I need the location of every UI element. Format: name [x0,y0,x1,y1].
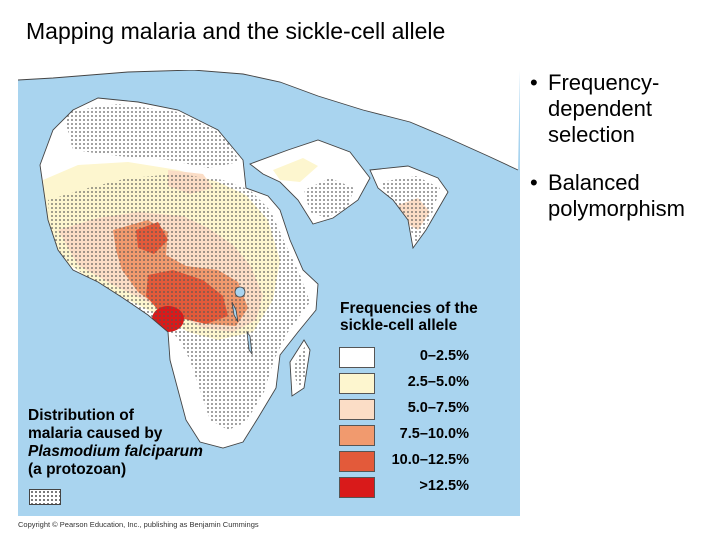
india-coastline [369,165,449,250]
malaria-africa-region [48,174,310,430]
malaria-stipple [48,104,440,430]
bullet-dot-icon: • [530,70,538,95]
lakes [231,286,253,356]
legend-title: Frequencies of the sickle-cell allele [340,300,515,334]
bullet-item-frequency-dependent: • Frequency- dependent selection [528,70,718,148]
malaria-key-line4: (a protozoan) [28,461,127,478]
madagascar-coastline [289,339,311,397]
legend-swatch [339,477,375,498]
europe-land [18,70,520,170]
bullet-line: Frequency- [548,70,660,95]
bullet-dot-icon: • [530,170,538,195]
malaria-sickle-cell-map: Frequencies of the sickle-cell allele 0–… [18,70,520,516]
bullet-list: • Frequency- dependent selection • Balan… [528,70,718,244]
legend-range-label: 2.5–5.0% [407,374,469,390]
legend-swatch [339,347,375,368]
copyright-notice: Copyright © Pearson Education, Inc., pub… [18,520,259,529]
bullet-line: dependent [548,96,652,121]
africa-coastline [39,97,319,449]
malaria-key-line1: Distribution of [28,407,134,424]
legend-range-label: >12.5% [419,478,469,494]
lake-victoria [234,286,246,298]
malaria-key-line3: Plasmodium falciparum [28,443,203,460]
malaria-india-region [380,176,440,242]
malaria-stipple-swatch [29,489,61,505]
legend-title-line1: Frequencies of the [340,300,478,317]
europe-coastline [18,70,519,171]
legend-range-label: 5.0–7.5% [407,400,469,416]
malaria-key-line2: malaria caused by [28,425,163,442]
malaria-key-label: Distribution of malaria caused by Plasmo… [28,407,238,479]
map-graphic [18,70,520,449]
legend-swatch [339,373,375,394]
bullet-line: selection [548,122,635,147]
slide-title: Mapping malaria and the sickle-cell alle… [26,18,446,44]
lake-malawi [246,330,253,356]
coastlines [18,70,519,449]
arabia-coastline [249,139,371,225]
lake-tanganyika [231,301,239,323]
legend-swatch [339,425,375,446]
bullet-line: Balanced [548,170,640,195]
zone-2-5-to-5-arabia [273,158,318,182]
malaria-madagascar-region [293,346,308,390]
bullet-line: polymorphism [548,196,685,221]
bullet-item-balanced-polymorphism: • Balanced polymorphism [528,170,718,222]
legend-range-label: 10.0–12.5% [391,452,469,468]
malaria-north-region [63,104,240,168]
malaria-arabia-region [304,178,354,218]
legend-swatch [339,451,375,472]
legend-title-line2: sickle-cell allele [340,317,458,334]
legend-swatch [339,399,375,420]
legend-range-label: 7.5–10.0% [399,426,469,442]
legend-range-label: 0–2.5% [419,348,469,364]
